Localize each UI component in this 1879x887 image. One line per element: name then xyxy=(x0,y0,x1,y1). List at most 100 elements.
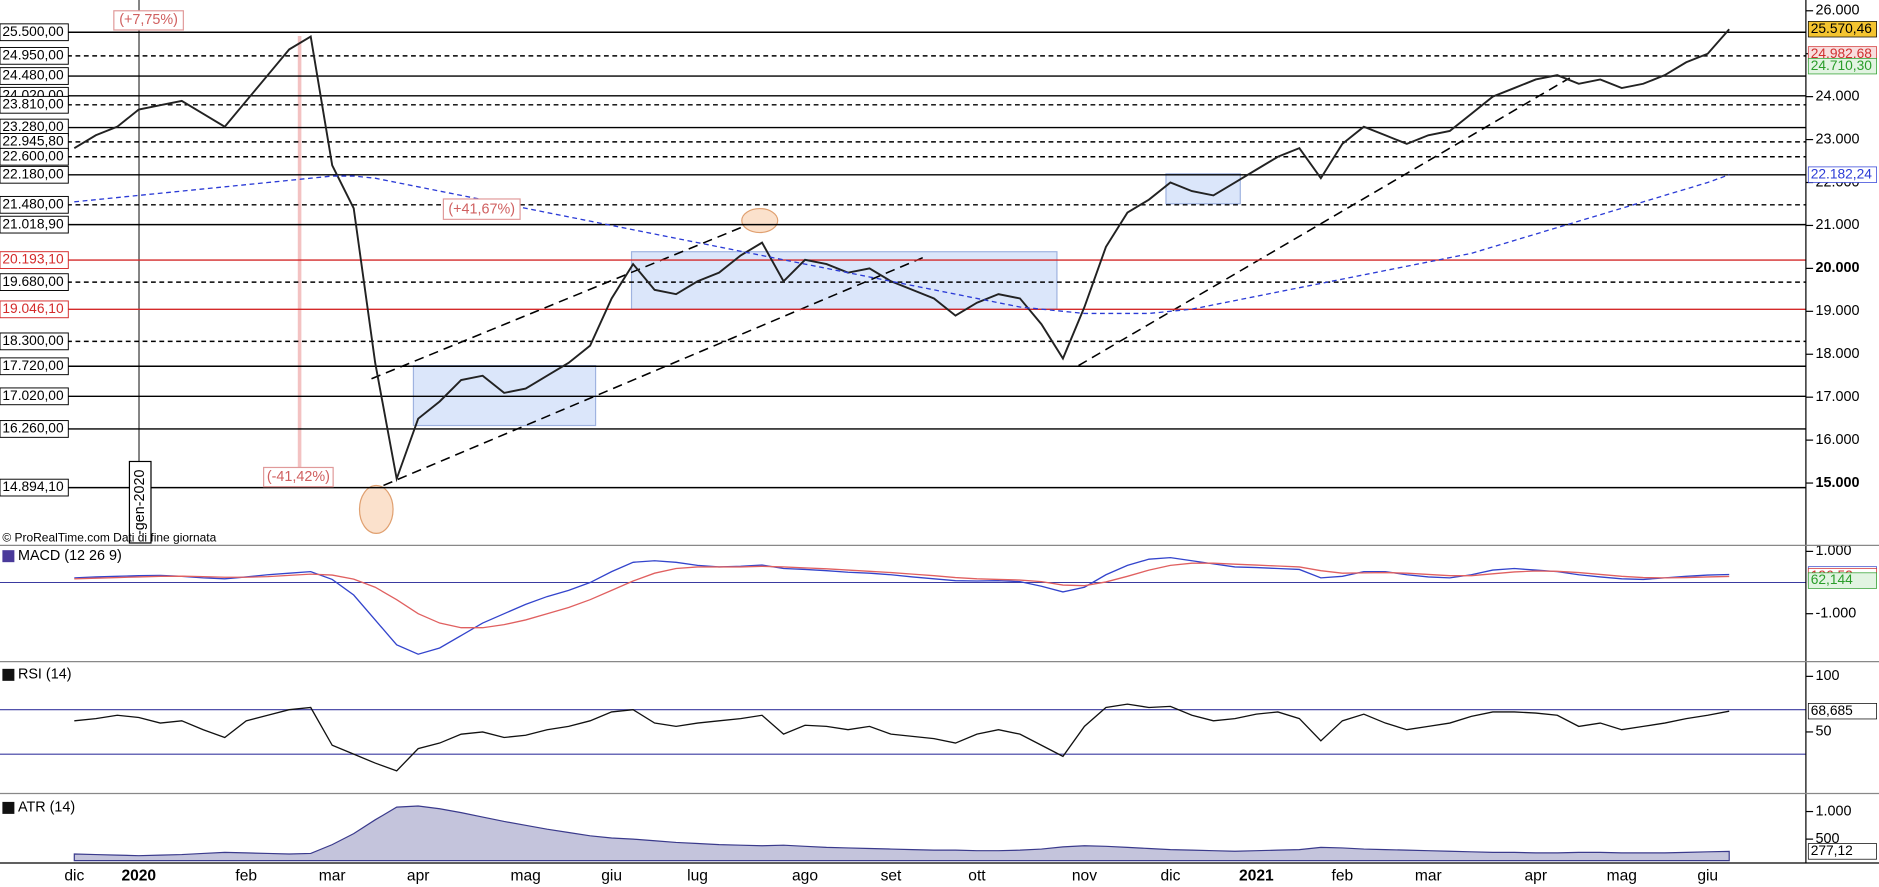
y-tick-label: 21.000 xyxy=(1815,217,1859,233)
price-tag-label: 25.570,46 xyxy=(1811,21,1873,36)
area xyxy=(73,805,1730,862)
title-icon xyxy=(2,550,15,563)
y-tick-label: 1.000 xyxy=(1815,543,1851,559)
annotation-box xyxy=(442,198,521,220)
panel-title: RSI (14) xyxy=(18,667,72,683)
level-label-box xyxy=(0,420,69,438)
level-label: 22.600,00 xyxy=(2,148,64,163)
x-tick-label: 2021 xyxy=(1239,867,1274,884)
x-tick-label: dic xyxy=(1160,867,1180,884)
level-label: 24.950,00 xyxy=(2,47,64,62)
y-tick-label: 24.000 xyxy=(1815,88,1859,104)
level-label: 16.260,00 xyxy=(2,421,64,436)
y-tick-label: -1.000 xyxy=(1815,605,1856,621)
price-tag xyxy=(1807,703,1877,720)
zone xyxy=(1165,173,1241,205)
x-tick-label: lug xyxy=(687,867,708,884)
level-label-box xyxy=(0,300,69,319)
title-icon xyxy=(2,801,15,814)
x-tick-label: giu xyxy=(601,867,622,884)
y-tick-label: 15.000 xyxy=(1815,475,1859,491)
price-tag-label: 24.710,30 xyxy=(1811,58,1873,73)
trend-line xyxy=(1078,77,1571,367)
level-label: 22.180,00 xyxy=(2,166,64,181)
level-label-box xyxy=(0,67,69,85)
level-label: 23.280,00 xyxy=(2,119,64,134)
level-label: 19.046,10 xyxy=(2,301,64,316)
x-tick-label: mag xyxy=(1607,867,1637,884)
y-tick-label: 50 xyxy=(1815,724,1831,740)
level-label-box xyxy=(0,95,69,114)
x-tick-label: feb xyxy=(235,867,257,884)
x-tick-label: mar xyxy=(319,867,346,884)
y-tick-label: 20.000 xyxy=(1815,260,1859,276)
price-tag-label: 68,685 xyxy=(1811,703,1853,718)
x-tick-label: apr xyxy=(407,867,430,884)
line xyxy=(74,174,1730,315)
level-label: 23.810,00 xyxy=(2,96,64,111)
x-tick-label: feb xyxy=(1332,867,1354,884)
level-label: 19.680,00 xyxy=(2,274,64,289)
price-tag xyxy=(1807,843,1877,860)
level-label-box xyxy=(0,195,69,214)
x-tick-label: mar xyxy=(1415,867,1442,884)
level-label: 17.020,00 xyxy=(2,388,64,403)
level-label: 20.193,10 xyxy=(2,252,64,267)
level-label-box xyxy=(0,23,69,42)
line xyxy=(74,556,1730,655)
x-tick-label: nov xyxy=(1072,867,1097,884)
x-tick-label: giu xyxy=(1697,867,1718,884)
level-label-box xyxy=(0,478,69,497)
zone xyxy=(412,364,597,427)
line xyxy=(74,703,1730,772)
annotation: (+41,67%) xyxy=(448,202,515,218)
price-tag xyxy=(1807,21,1877,38)
y-tick-label: 16.000 xyxy=(1815,432,1859,448)
annotation: (+7,75%) xyxy=(119,12,178,28)
x-tick-label: apr xyxy=(1525,867,1548,884)
annotation-box xyxy=(263,466,334,488)
y-tick-label: 23.000 xyxy=(1815,131,1859,147)
price-tag xyxy=(1807,166,1877,183)
plot: 25.500,0024.950,0024.480,0024.020,0023.8… xyxy=(0,3,1877,884)
price-tag-label: 22.182,24 xyxy=(1811,166,1873,181)
x-tick-label: set xyxy=(881,867,902,884)
x-tick-label: 2020 xyxy=(121,867,156,884)
price-tag xyxy=(1807,572,1877,589)
level-label: 24.480,00 xyxy=(2,68,64,83)
level-label: 21.480,00 xyxy=(2,196,64,211)
y-tick-label: 18.000 xyxy=(1815,346,1859,362)
level-label-box xyxy=(0,357,69,376)
level-label-box xyxy=(0,147,69,166)
x-tick-label: ott xyxy=(968,867,986,884)
level-label: 17.720,00 xyxy=(2,358,64,373)
price-tag-label: 62,144 xyxy=(1811,572,1853,587)
level-label: 18.300,00 xyxy=(2,333,64,348)
level-label-box xyxy=(0,46,69,65)
y-tick-label: 17.000 xyxy=(1815,389,1859,405)
line xyxy=(73,28,1730,483)
level-label-box xyxy=(0,387,69,406)
y-tick-label: 1.000 xyxy=(1815,803,1851,819)
y-tick-label: 26.000 xyxy=(1815,3,1859,19)
panel-title: ATR (14) xyxy=(18,800,75,816)
trend-line xyxy=(371,216,768,380)
price-tag-label: 24.982,68 xyxy=(1811,46,1873,61)
level-label-box xyxy=(0,273,69,291)
source: © ProRealTime.com Dati di fine giornata xyxy=(2,530,216,544)
y-tick-label: 100 xyxy=(1815,668,1839,684)
level-label: 25.500,00 xyxy=(2,24,64,39)
x-tick-label: ago xyxy=(792,867,818,884)
level-label: 21.018,90 xyxy=(2,216,64,231)
price-tag-label: 277,12 xyxy=(1811,843,1853,858)
level-label: 14.894,10 xyxy=(2,479,64,494)
annotation-box xyxy=(113,10,184,31)
panel-title: MACD (12 26 9) xyxy=(18,548,122,564)
annotation: (-41,42%) xyxy=(267,469,330,485)
date-marker: -gen-2020 xyxy=(132,469,148,535)
title-icon xyxy=(2,668,15,681)
level-label-box xyxy=(0,251,69,269)
y-tick-label: 19.000 xyxy=(1815,303,1859,319)
